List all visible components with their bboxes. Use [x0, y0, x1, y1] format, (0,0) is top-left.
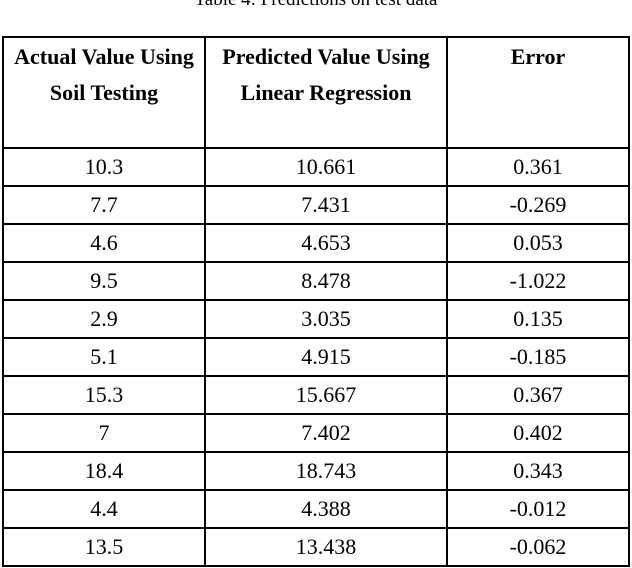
header-error: Error	[446, 36, 630, 149]
predicted-cell: 8.478	[204, 261, 448, 301]
actual-cell: 7	[2, 413, 206, 453]
actual-cell: 2.9	[2, 299, 206, 339]
error-cell: -0.185	[446, 337, 630, 377]
predicted-cell: 7.431	[204, 185, 448, 225]
header-actual: Actual Value Using Soil Testing	[2, 36, 206, 149]
error-cell: 0.402	[446, 413, 630, 453]
actual-cell: 5.1	[2, 337, 206, 377]
table-caption: Table 4: Predictions on test data	[0, 0, 632, 11]
error-cell: 0.343	[446, 451, 630, 491]
table-row: 5.1 4.915 -0.185	[2, 337, 630, 377]
table-row: 7 7.402 0.402	[2, 413, 630, 453]
actual-cell: 9.5	[2, 261, 206, 301]
predictions-table: Actual Value Using Soil Testing Predicte…	[2, 36, 630, 567]
error-cell: 0.053	[446, 223, 630, 263]
predicted-cell: 7.402	[204, 413, 448, 453]
predicted-cell: 18.743	[204, 451, 448, 491]
predicted-cell: 4.653	[204, 223, 448, 263]
predicted-cell: 3.035	[204, 299, 448, 339]
actual-cell: 15.3	[2, 375, 206, 415]
table-row: 7.7 7.431 -0.269	[2, 185, 630, 225]
table-row: 4.6 4.653 0.053	[2, 223, 630, 263]
predicted-cell: 10.661	[204, 147, 448, 187]
header-row: Actual Value Using Soil Testing Predicte…	[2, 36, 630, 149]
actual-cell: 7.7	[2, 185, 206, 225]
predicted-cell: 4.915	[204, 337, 448, 377]
actual-cell: 4.4	[2, 489, 206, 529]
actual-cell: 10.3	[2, 147, 206, 187]
predicted-cell: 15.667	[204, 375, 448, 415]
error-cell: -0.062	[446, 527, 630, 567]
actual-cell: 13.5	[2, 527, 206, 567]
error-cell: -0.269	[446, 185, 630, 225]
error-cell: 0.361	[446, 147, 630, 187]
table-row: 9.5 8.478 -1.022	[2, 261, 630, 301]
table-row: 15.3 15.667 0.367	[2, 375, 630, 415]
table-row: 13.5 13.438 -0.062	[2, 527, 630, 567]
predicted-cell: 13.438	[204, 527, 448, 567]
table-row: 2.9 3.035 0.135	[2, 299, 630, 339]
table-row: 10.3 10.661 0.361	[2, 147, 630, 187]
header-predicted: Predicted Value Using Linear Regression	[204, 36, 448, 149]
predicted-cell: 4.388	[204, 489, 448, 529]
table-row: 4.4 4.388 -0.012	[2, 489, 630, 529]
error-cell: 0.135	[446, 299, 630, 339]
error-cell: -0.012	[446, 489, 630, 529]
actual-cell: 4.6	[2, 223, 206, 263]
table-row: 18.4 18.743 0.343	[2, 451, 630, 491]
error-cell: 0.367	[446, 375, 630, 415]
actual-cell: 18.4	[2, 451, 206, 491]
error-cell: -1.022	[446, 261, 630, 301]
